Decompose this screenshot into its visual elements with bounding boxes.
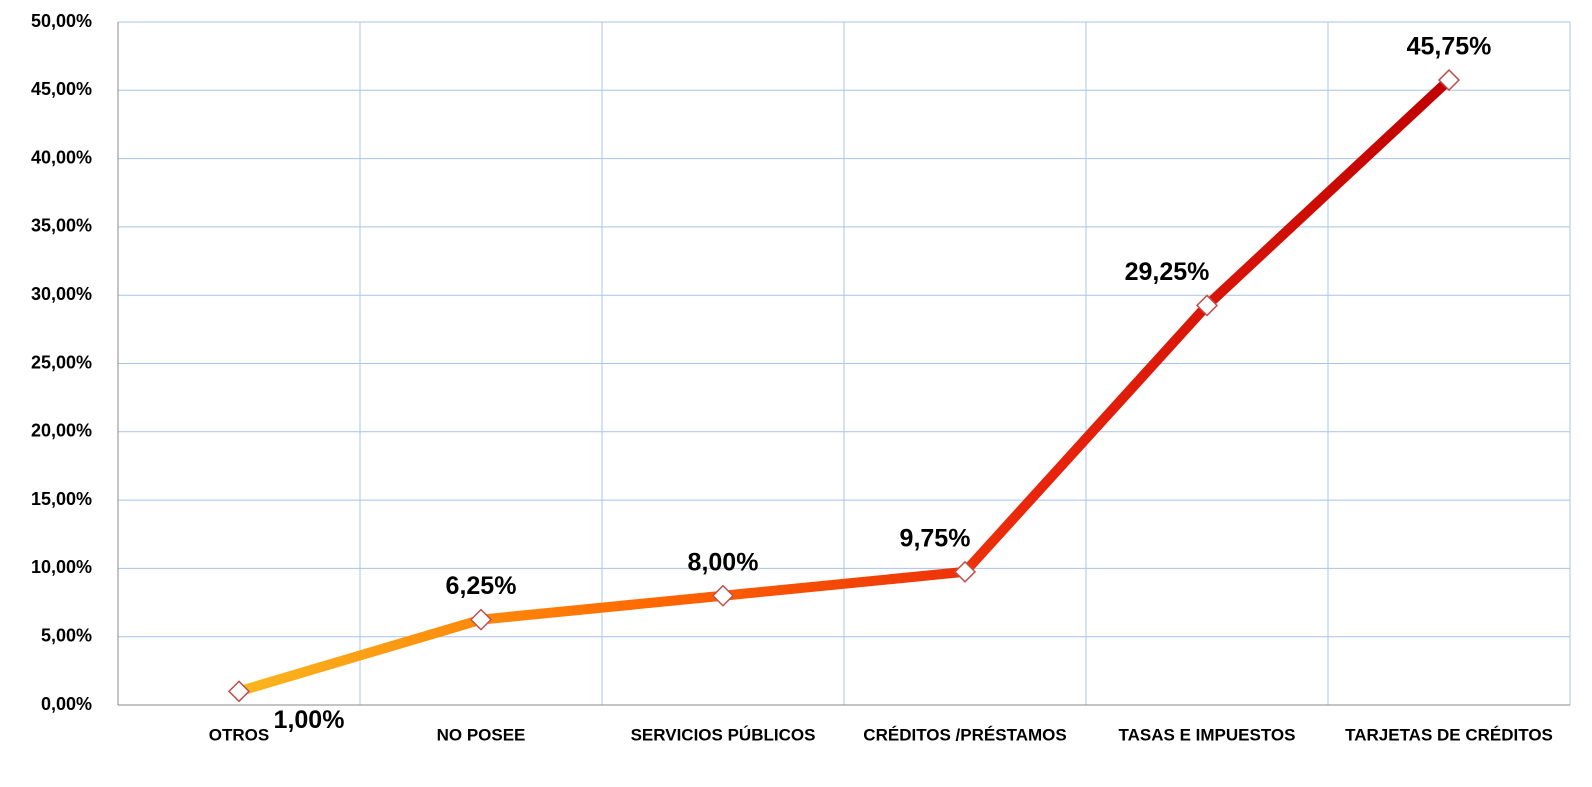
x-tick-label: TASAS E IMPUESTOS — [1119, 725, 1296, 744]
y-tick-label: 50,00% — [31, 11, 92, 31]
data-label: 29,25% — [1125, 258, 1210, 286]
y-tick-label: 40,00% — [31, 147, 92, 167]
y-tick-label: 15,00% — [31, 489, 92, 509]
y-tick-label: 10,00% — [31, 557, 92, 577]
data-label: 6,25% — [446, 572, 517, 600]
data-label: 45,75% — [1407, 33, 1492, 61]
y-tick-label: 25,00% — [31, 352, 92, 372]
marker — [469, 608, 493, 631]
data-label: 9,75% — [900, 524, 971, 552]
y-tick-label: 30,00% — [31, 284, 92, 304]
x-tick-label: CRÉDITOS /PRÉSTAMOS — [863, 725, 1066, 744]
line — [237, 76, 1453, 697]
y-tick-label: 5,00% — [41, 625, 92, 645]
x-tick-label: OTROS — [209, 725, 269, 744]
y-tick-label: 20,00% — [31, 421, 92, 441]
marker — [711, 584, 735, 607]
x-tick-label: SERVICIOS PÚBLICOS — [631, 725, 816, 744]
marker — [227, 680, 251, 703]
x-tick-label: NO POSEE — [437, 725, 526, 744]
marker — [1437, 68, 1461, 92]
y-tick-label: 0,00% — [41, 694, 92, 714]
x-tick-label: TARJETAS DE CRÉDITOS — [1345, 725, 1553, 744]
marker — [1195, 294, 1219, 317]
y-tick-label: 45,00% — [31, 79, 92, 99]
marker — [953, 560, 977, 583]
y-tick-label: 35,00% — [31, 216, 92, 236]
data-label: 1,00% — [274, 706, 345, 734]
data-label: 8,00% — [688, 548, 759, 576]
